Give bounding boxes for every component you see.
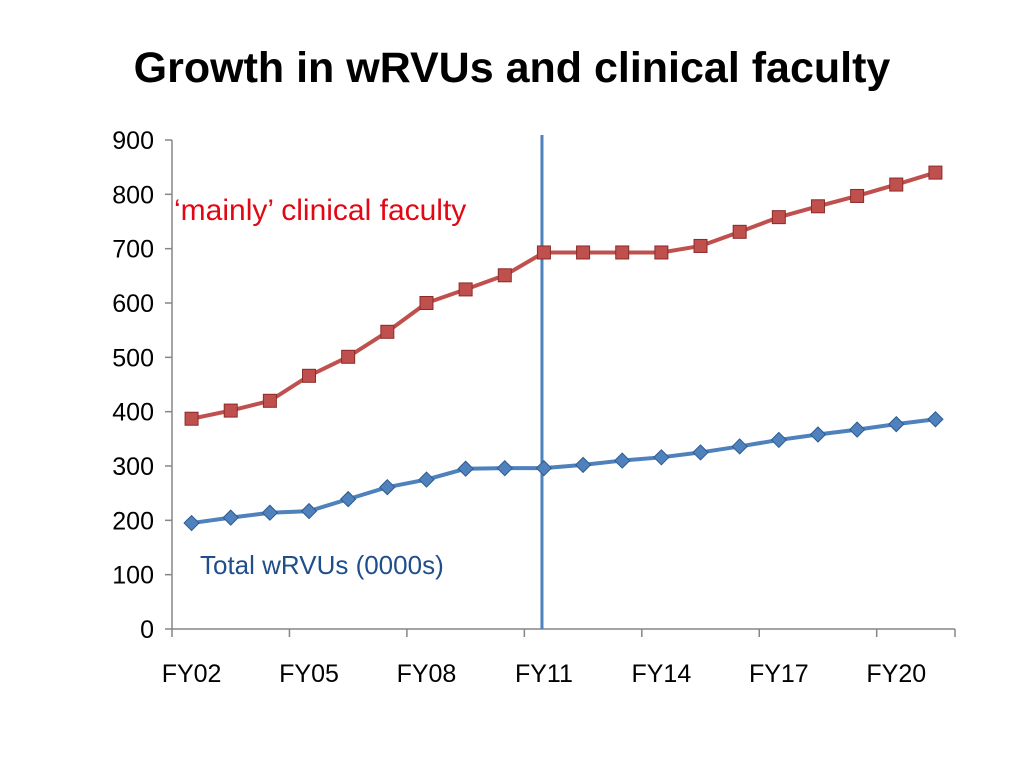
data-point: [693, 238, 708, 253]
data-point: [184, 411, 199, 426]
y-tick-label: 200: [112, 507, 154, 535]
series-clinical-faculty: [184, 165, 943, 426]
data-point: [928, 165, 943, 180]
data-point: [927, 411, 944, 428]
y-tick-label: 400: [112, 399, 154, 427]
x-tick-label: FY17: [749, 660, 809, 688]
data-point: [771, 210, 786, 225]
data-point: [222, 509, 239, 526]
chart-title: Growth in wRVUs and clinical faculty: [133, 44, 891, 92]
x-axis: FY02 FY05 FY08 FY11 FY14 FY17 FY20: [162, 628, 956, 688]
data-point: [654, 245, 669, 260]
data-point: [809, 426, 827, 443]
data-point: [535, 459, 553, 477]
data-point: [496, 459, 513, 477]
data-point: [850, 188, 865, 203]
x-tick-label: FY11: [515, 660, 573, 688]
data-point: [576, 245, 591, 260]
data-point: [810, 199, 825, 214]
y-tick-label: 800: [112, 181, 154, 209]
y-tick-label: 0: [140, 616, 154, 644]
data-point: [614, 452, 631, 469]
y-tick-label: 500: [112, 344, 154, 372]
x-tick-label: FY02: [162, 660, 222, 688]
annotation-clinical-faculty: ‘mainly’ clinical faculty: [174, 194, 466, 227]
data-point: [692, 444, 709, 461]
data-point: [300, 502, 318, 520]
data-point: [262, 393, 277, 408]
x-tick-label: FY14: [631, 660, 691, 688]
data-point: [770, 431, 788, 449]
series-layer: [183, 165, 944, 532]
data-point: [380, 324, 395, 339]
data-point: [574, 456, 592, 474]
data-point: [419, 296, 434, 310]
y-tick-label: 300: [112, 453, 154, 481]
data-point: [536, 245, 551, 260]
data-point: [497, 268, 512, 283]
data-point: [418, 471, 435, 488]
data-point: [458, 282, 473, 297]
x-tick-label: FY05: [279, 660, 339, 688]
y-tick-label: 100: [112, 562, 154, 590]
data-point: [848, 421, 866, 438]
data-point: [653, 449, 670, 466]
y-tick-label: 600: [112, 290, 154, 318]
x-tick-label: FY08: [397, 660, 457, 688]
data-point: [183, 514, 200, 532]
data-point: [731, 438, 748, 455]
x-tick-label: FY20: [866, 660, 926, 688]
data-point: [732, 224, 747, 239]
y-tick-label: 700: [112, 236, 154, 264]
data-point: [302, 368, 317, 383]
data-point: [261, 504, 279, 521]
y-axis: 0 100 200 300 400 500 600 700 800 900: [112, 127, 173, 644]
series-total-wrvus: [183, 411, 944, 532]
data-point: [341, 349, 356, 364]
y-tick-label: 900: [112, 127, 154, 155]
data-point: [223, 403, 238, 418]
annotation-total-wrvus: Total wRVUs (0000s): [200, 550, 444, 580]
data-point: [889, 177, 904, 192]
data-point: [615, 245, 630, 260]
data-point: [339, 490, 357, 508]
data-point: [888, 415, 905, 433]
data-point: [379, 478, 396, 496]
data-point: [457, 460, 474, 477]
